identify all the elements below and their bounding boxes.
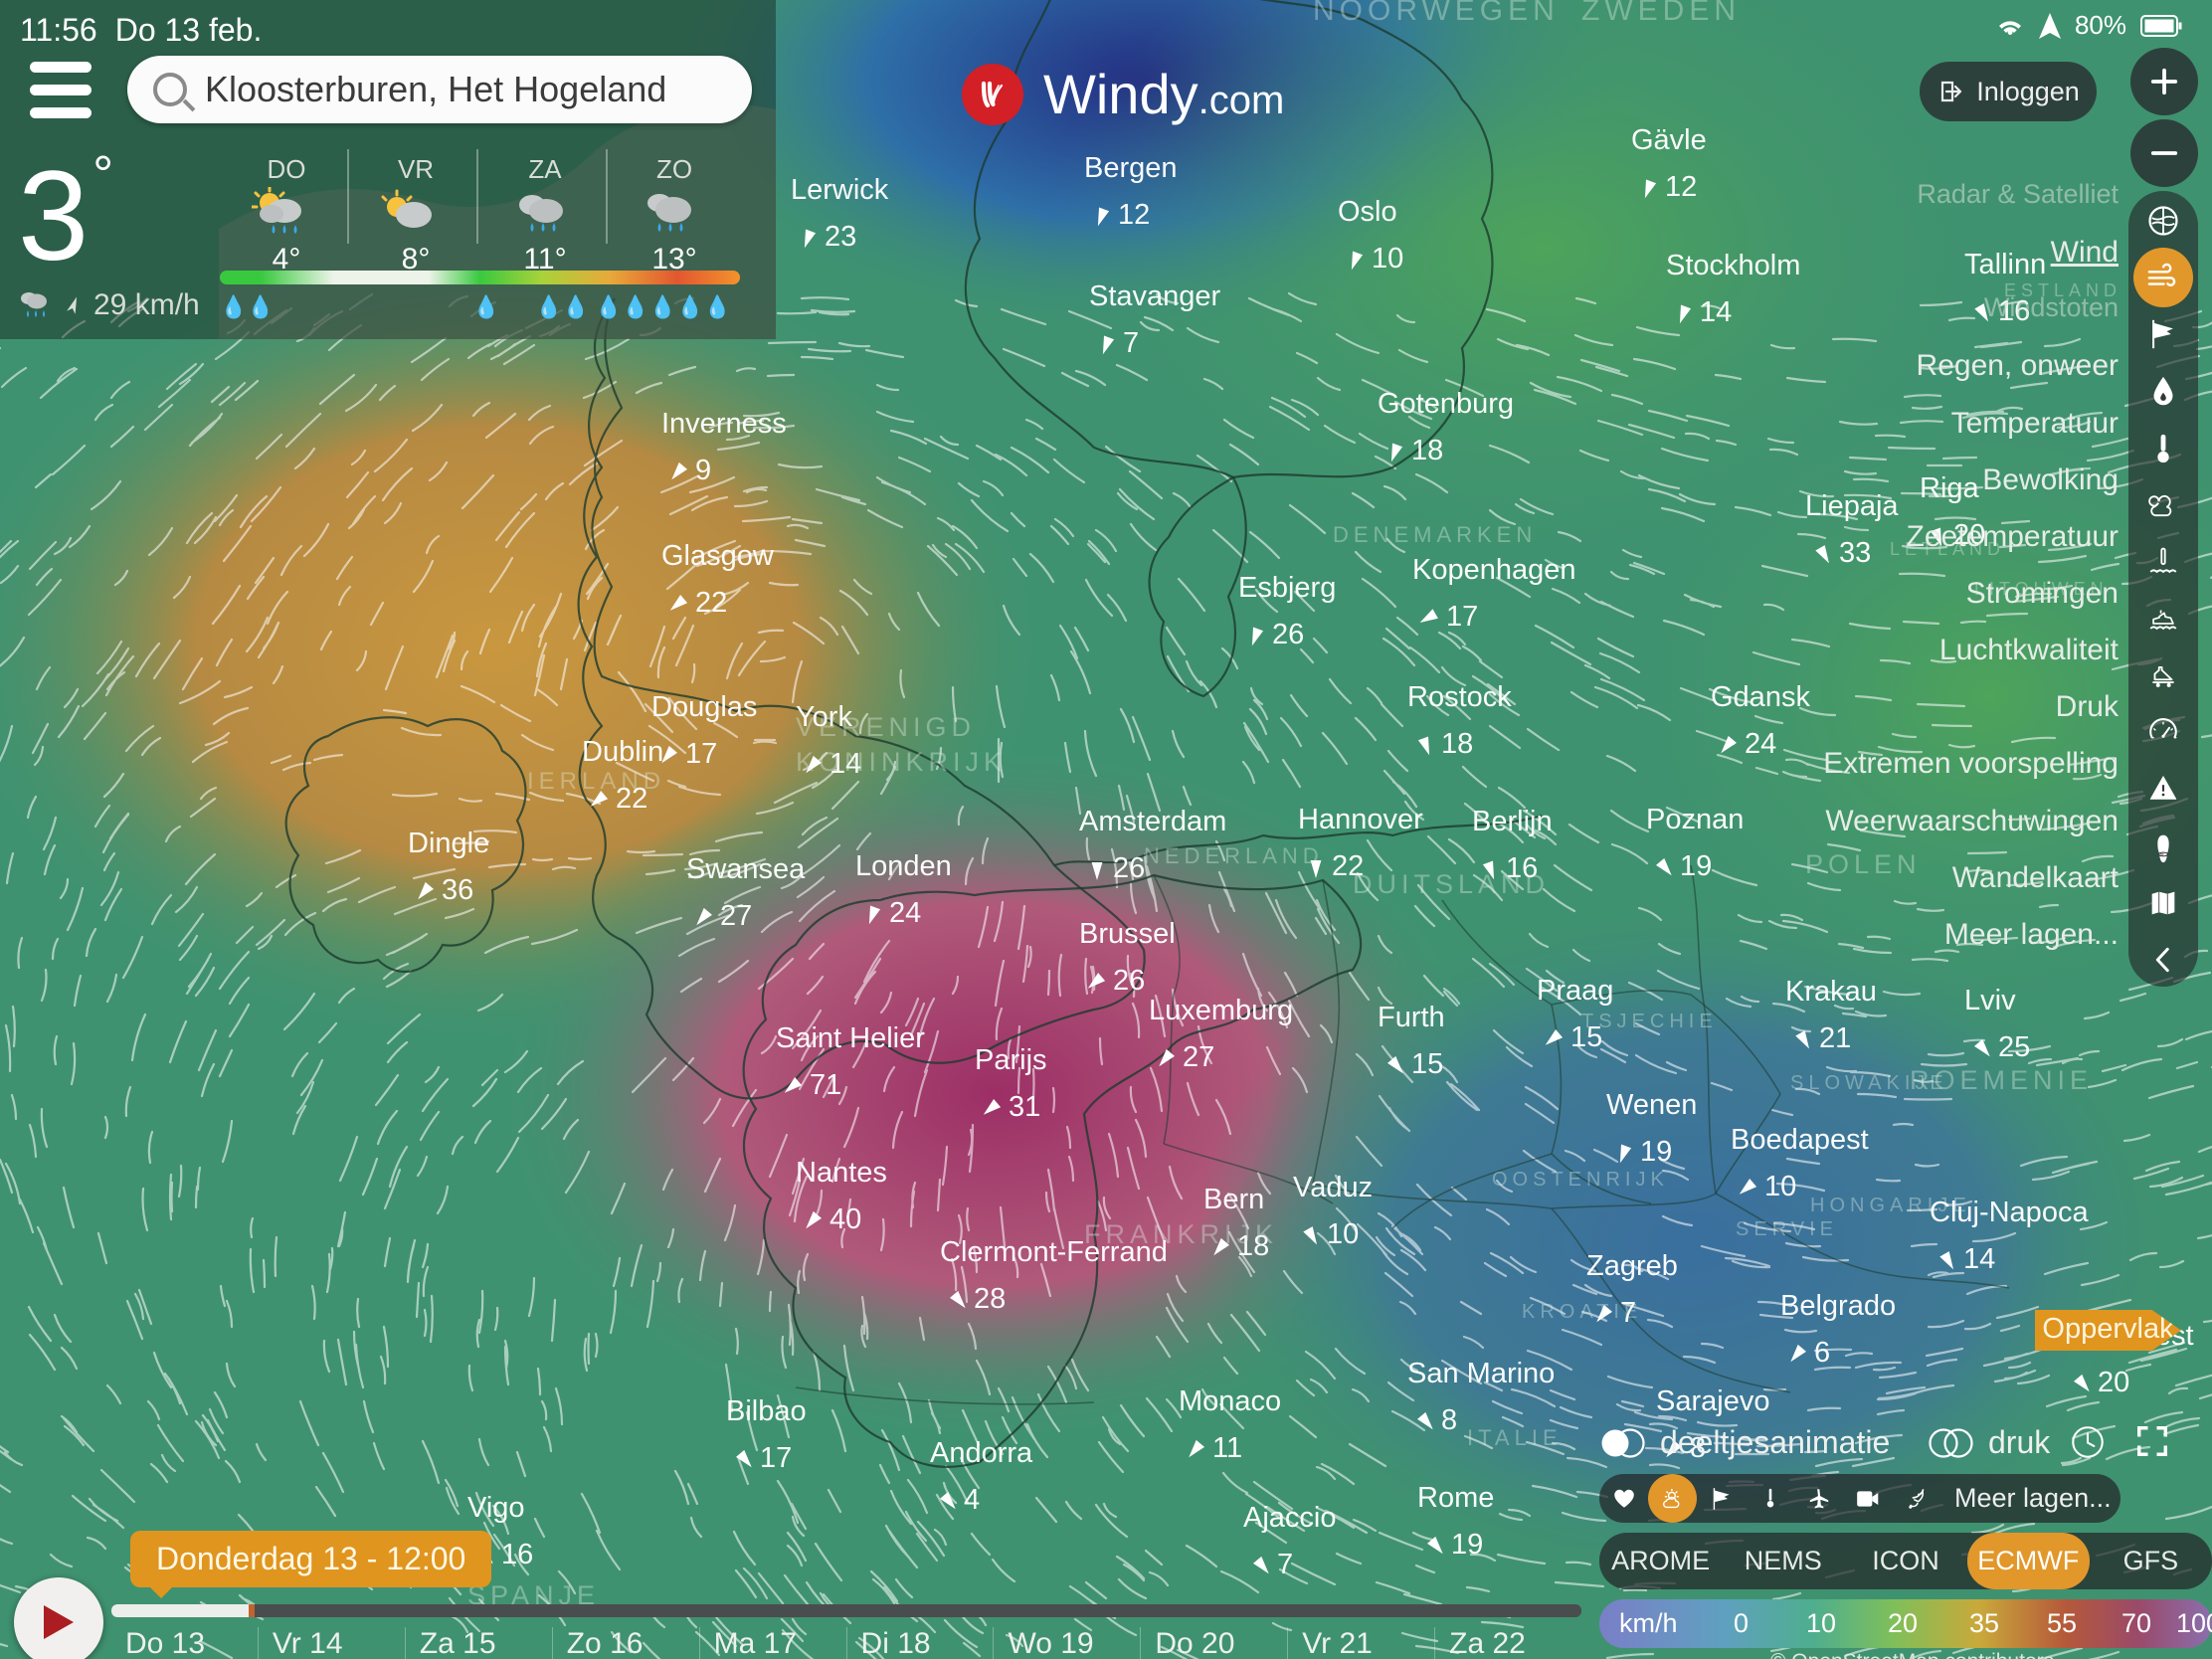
svg-text:23: 23 [825,221,856,253]
svg-text:Wenen: Wenen [1606,1089,1697,1121]
svg-text:Oslo: Oslo [1338,196,1397,228]
svg-text:Gotenburg: Gotenburg [1378,388,1514,420]
svg-text:Bergen: Bergen [1084,152,1178,184]
svg-text:20: 20 [2098,1367,2129,1398]
svg-text:Esbjerg: Esbjerg [1238,572,1336,604]
svg-text:Belgrado: Belgrado [1780,1290,1896,1322]
svg-text:Andorra: Andorra [930,1437,1033,1469]
svg-text:Monaco: Monaco [1179,1385,1281,1417]
svg-text:DUITSLAND: DUITSLAND [1353,869,1550,899]
svg-text:Boedapest: Boedapest [1731,1124,1869,1156]
svg-text:9: 9 [695,455,711,486]
svg-text:Zagreb: Zagreb [1586,1250,1678,1282]
svg-text:Hannover: Hannover [1298,804,1423,835]
svg-text:4: 4 [964,1484,980,1516]
svg-text:17: 17 [685,738,717,770]
svg-text:OOSTENRIJK: OOSTENRIJK [1492,1169,1669,1191]
svg-text:Furth: Furth [1378,1002,1445,1033]
svg-text:Parijs: Parijs [975,1044,1047,1076]
svg-text:Dingle: Dingle [408,828,489,859]
svg-text:10: 10 [1327,1218,1359,1250]
svg-text:16: 16 [501,1539,533,1570]
svg-text:12: 12 [1118,199,1150,231]
svg-text:25: 25 [1998,1031,2030,1063]
svg-text:Sarajevo: Sarajevo [1656,1385,1769,1417]
svg-text:Rome: Rome [1417,1482,1494,1514]
svg-text:TSJECHIE: TSJECHIE [1581,1011,1718,1032]
svg-text:San Marino: San Marino [1407,1358,1555,1389]
svg-text:Ajaccio: Ajaccio [1243,1502,1337,1534]
svg-text:17: 17 [760,1442,792,1474]
svg-text:Bilbao: Bilbao [726,1395,807,1427]
svg-text:14: 14 [1963,1243,1995,1275]
svg-text:Rostock: Rostock [1407,681,1512,713]
svg-text:11: 11 [1212,1432,1242,1464]
svg-text:31: 31 [1009,1091,1040,1123]
svg-text:ROEMENIE: ROEMENIE [1910,1065,2093,1095]
svg-text:ZWEDEN: ZWEDEN [1581,0,1741,27]
svg-text:6: 6 [1814,1337,1830,1369]
svg-text:7: 7 [1123,327,1139,359]
svg-text:26: 26 [1113,965,1145,997]
svg-text:Dublin: Dublin [582,736,663,768]
svg-text:26: 26 [1272,619,1304,650]
svg-text:26: 26 [1113,852,1145,884]
svg-text:Vaduz: Vaduz [1293,1172,1373,1203]
svg-text:18: 18 [1441,728,1473,760]
svg-text:ITALIE: ITALIE [1467,1425,1563,1450]
svg-text:Luxemburg: Luxemburg [1149,995,1293,1026]
svg-text:19: 19 [1640,1136,1672,1168]
svg-text:FRANKRIJK: FRANKRIJK [1084,1219,1278,1249]
svg-text:Saint Helier: Saint Helier [776,1022,925,1054]
svg-text:Nantes: Nantes [796,1157,887,1189]
svg-text:18: 18 [1411,435,1443,466]
svg-text:Amsterdam: Amsterdam [1079,806,1226,837]
svg-text:24: 24 [889,897,921,929]
svg-text:Inverness: Inverness [661,408,787,440]
svg-text:Douglas: Douglas [651,691,757,723]
svg-text:IERLAND: IERLAND [527,768,665,795]
svg-text:VERENIGD: VERENIGD [796,712,976,742]
svg-text:SERVIE: SERVIE [1736,1218,1838,1240]
svg-text:22: 22 [695,587,727,619]
svg-text:8: 8 [1441,1404,1457,1436]
svg-text:17: 17 [1446,601,1478,633]
svg-text:21: 21 [1819,1022,1851,1054]
svg-text:Stavanger: Stavanger [1089,280,1221,312]
svg-text:NOORWEGEN: NOORWEGEN [1313,0,1560,27]
svg-text:15: 15 [1411,1048,1443,1080]
svg-text:HONGARIJE: HONGARIJE [1810,1195,1971,1216]
svg-text:28: 28 [974,1283,1006,1315]
svg-text:27: 27 [720,900,752,932]
svg-text:KONINKRIJK: KONINKRIJK [796,747,1007,777]
svg-text:Lviv: Lviv [1964,985,2016,1016]
svg-text:71: 71 [810,1069,841,1101]
svg-text:Gävle: Gävle [1631,124,1707,156]
svg-text:10: 10 [1764,1171,1796,1202]
svg-text:19: 19 [1451,1529,1483,1561]
svg-text:Brussel: Brussel [1079,918,1176,950]
svg-text:Swansea: Swansea [686,853,806,885]
svg-text:Vigo: Vigo [467,1492,525,1524]
svg-text:KROATIE: KROATIE [1522,1301,1642,1323]
svg-text:Bern: Bern [1203,1184,1264,1215]
svg-text:Londen: Londen [855,850,952,882]
svg-text:7: 7 [1277,1549,1293,1580]
svg-text:Lerwick: Lerwick [791,174,889,206]
svg-text:10: 10 [1372,243,1403,275]
svg-text:27: 27 [1183,1041,1214,1073]
svg-text:Glasgow: Glasgow [661,540,775,572]
svg-text:DENEMARKEN: DENEMARKEN [1333,522,1537,547]
svg-text:36: 36 [442,874,473,906]
svg-text:40: 40 [830,1203,861,1235]
svg-text:NEDERLAND: NEDERLAND [1144,843,1324,868]
